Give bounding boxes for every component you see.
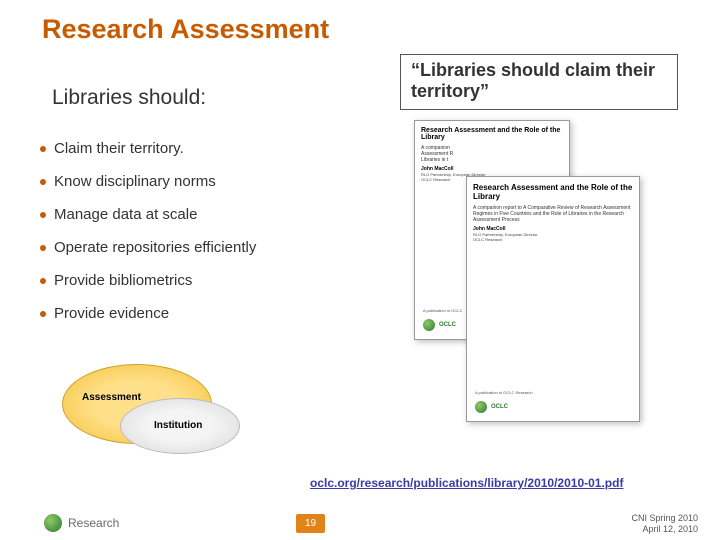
slide-footer: Research 19 CNI Spring 2010 April 12, 20… — [0, 506, 720, 540]
quote-callout: “Libraries should claim their territory” — [400, 54, 678, 110]
report-smallprint: A publication of OCLC — [423, 308, 462, 313]
bullet-text: Provide evidence — [54, 305, 169, 322]
bullet-text: Manage data at scale — [54, 206, 197, 223]
footer-conf-line: April 12, 2010 — [631, 524, 698, 535]
list-item: Operate repositories efficiently — [40, 239, 380, 256]
list-item: Know disciplinary norms — [40, 173, 380, 190]
venn-label-institution: Institution — [154, 420, 202, 431]
footer-conf-line: CNI Spring 2010 — [631, 513, 698, 524]
report-subtitle: A companion Assessment R Libraries in t — [421, 145, 563, 163]
footer-brand-text: Research — [68, 516, 119, 530]
bullet-text: Claim their territory. — [54, 140, 184, 157]
report-logo: OCLC — [475, 401, 631, 413]
report-smallprint: A publication of OCLC Research — [475, 390, 533, 395]
bullet-icon — [40, 278, 46, 284]
bullet-icon — [40, 146, 46, 152]
bullet-list: Claim their territory. Know disciplinary… — [40, 140, 380, 338]
list-item: Provide bibliometrics — [40, 272, 380, 289]
slide-title: Research Assessment — [42, 14, 329, 45]
oclc-swirl-icon — [44, 514, 62, 532]
publication-url-link[interactable]: oclc.org/research/publications/library/2… — [310, 476, 623, 490]
bullet-icon — [40, 212, 46, 218]
report-affiliation: RLG Partnership, European Director OCLC … — [473, 232, 633, 242]
oclc-swirl-icon — [475, 401, 487, 413]
venn-label-assessment: Assessment — [82, 392, 141, 403]
report-thumbnail-front: Research Assessment and the Role of the … — [466, 176, 640, 422]
subtitle: Libraries should: — [52, 86, 206, 110]
oclc-logo-text: OCLC — [439, 322, 456, 328]
slide-number-badge: 19 — [296, 514, 325, 533]
report-title: Research Assessment and the Role of the … — [473, 183, 633, 201]
list-item: Claim their territory. — [40, 140, 380, 157]
oclc-swirl-icon — [423, 319, 435, 331]
report-subtitle: A companion report to A Comparative Revi… — [473, 205, 633, 223]
bullet-text: Operate repositories efficiently — [54, 239, 256, 256]
bullet-text: Know disciplinary norms — [54, 173, 216, 190]
bullet-icon — [40, 245, 46, 251]
list-item: Provide evidence — [40, 305, 380, 322]
bullet-icon — [40, 179, 46, 185]
bullet-icon — [40, 311, 46, 317]
report-title: Research Assessment and the Role of the … — [421, 127, 563, 141]
footer-conference-info: CNI Spring 2010 April 12, 2010 — [631, 513, 698, 536]
list-item: Manage data at scale — [40, 206, 380, 223]
footer-brand: Research — [44, 514, 119, 532]
bullet-text: Provide bibliometrics — [54, 272, 192, 289]
venn-diagram: Assessment Institution — [62, 364, 272, 464]
oclc-logo-text: OCLC — [491, 404, 508, 410]
